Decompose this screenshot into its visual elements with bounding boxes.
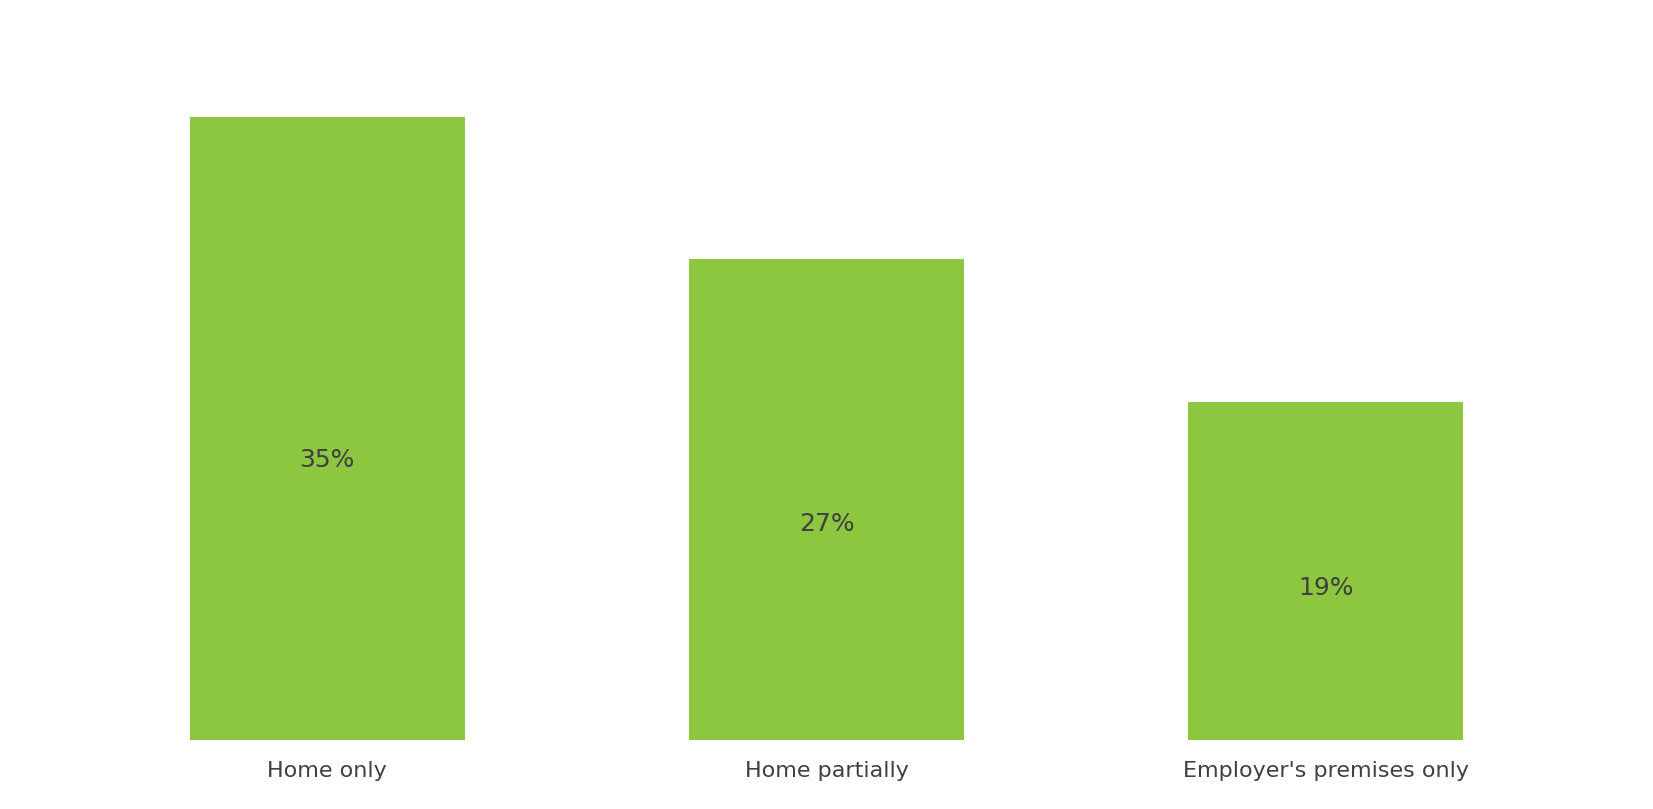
Text: 27%: 27% xyxy=(798,512,855,536)
Bar xyxy=(689,260,964,740)
Text: 19%: 19% xyxy=(1298,576,1354,600)
Bar xyxy=(1189,402,1463,740)
Bar xyxy=(190,116,464,740)
Text: 35%: 35% xyxy=(299,448,355,472)
